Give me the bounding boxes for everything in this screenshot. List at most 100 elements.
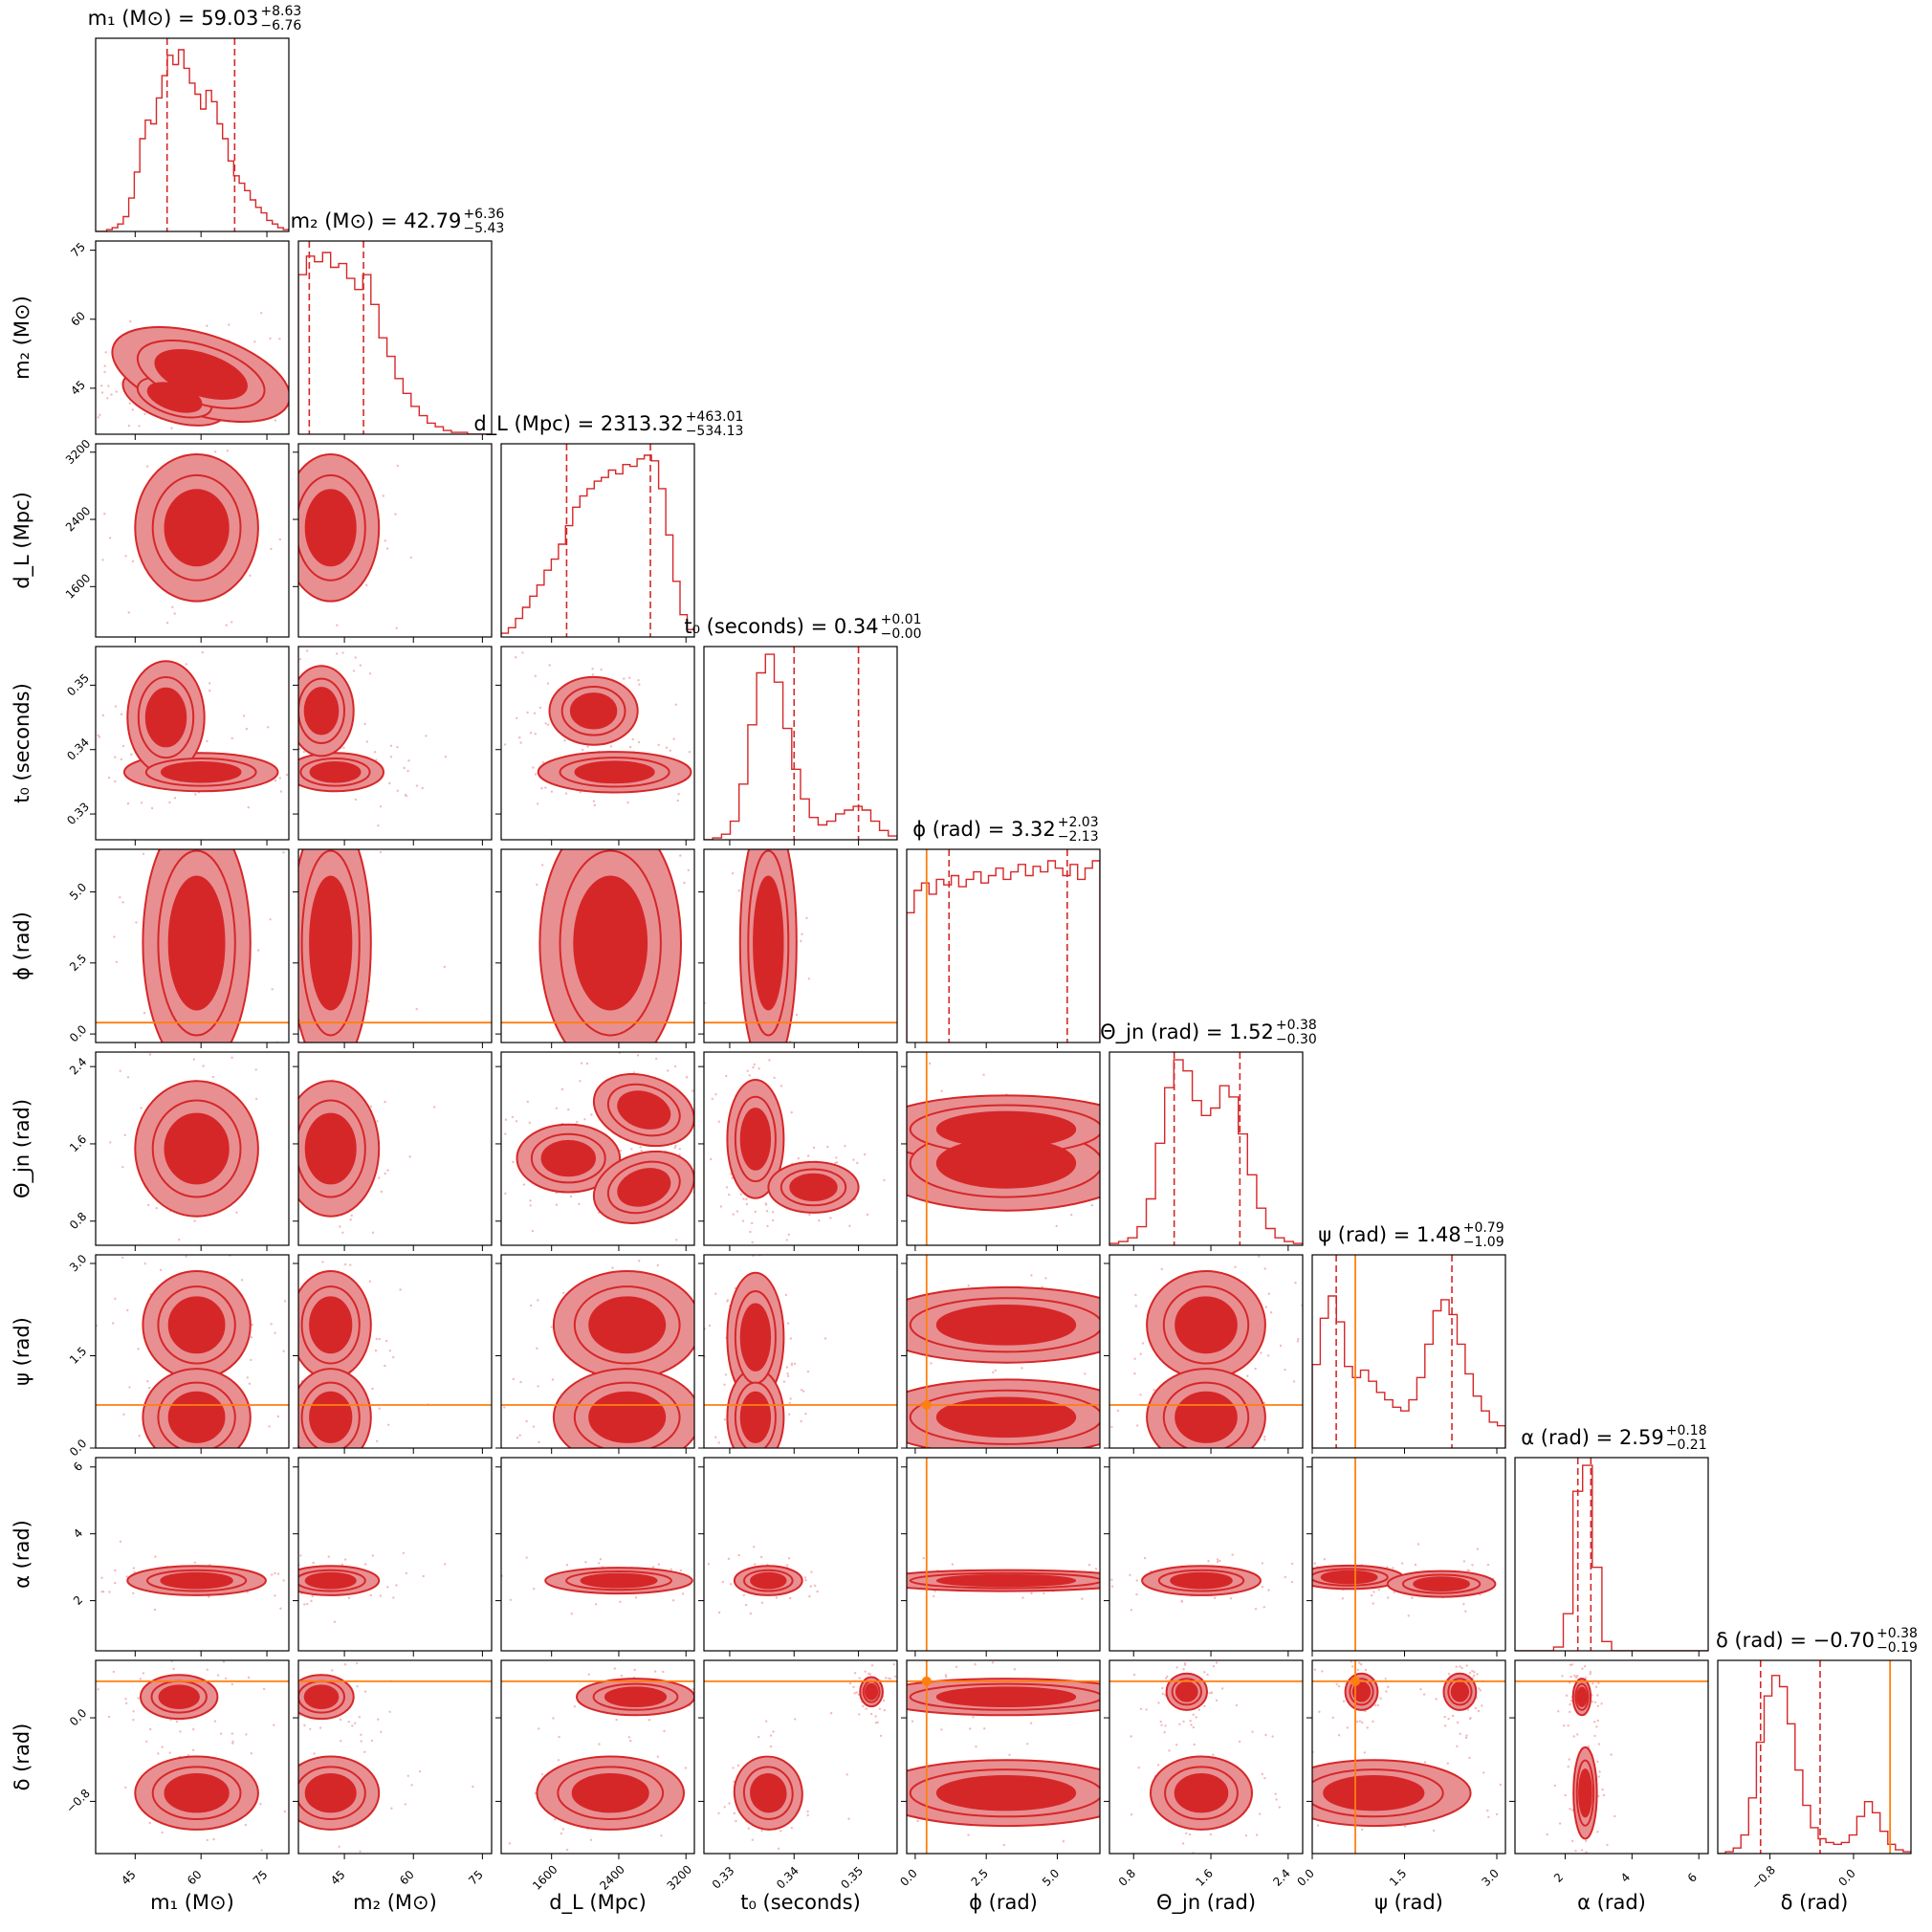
- contour-level-3: [617, 1168, 671, 1207]
- hist-panel-m1: [96, 38, 289, 231]
- contour-level-3: [750, 1773, 787, 1813]
- panel-frame: [906, 848, 1101, 1043]
- panel-alpha-vs-m1: [100, 1540, 285, 1612]
- contour-level-3: [935, 1305, 1077, 1346]
- panel-t0-vs-m2: [298, 649, 448, 827]
- panel-frame: [1514, 1659, 1709, 1855]
- contour-level-3: [1450, 1681, 1470, 1702]
- panel-frame: [297, 1457, 493, 1652]
- y-axis-label-alpha: α (rad): [11, 1520, 33, 1589]
- panel-frame: [500, 1457, 695, 1652]
- contour-level-3: [604, 1686, 668, 1707]
- contour-level-3: [569, 692, 618, 730]
- y-axis-label-t0: t₀ (seconds): [11, 683, 33, 803]
- y-tick-label: 60: [68, 309, 88, 329]
- panel-frame: [1311, 1457, 1506, 1652]
- contour-level-3: [574, 760, 655, 784]
- contour-level-3: [1174, 1773, 1229, 1813]
- title-minus-thetajn: −0.30: [1276, 1032, 1317, 1047]
- panel-psi-vs-thetajn: [1109, 1255, 1303, 1448]
- y-axis-label-psi: ψ (rad): [11, 1317, 33, 1386]
- histogram-delta: [1718, 1675, 1911, 1854]
- title-plus-delta: +0.38: [1877, 1626, 1918, 1641]
- y-tick-label: 2.5: [67, 952, 89, 974]
- contour-level-3: [935, 1573, 1077, 1588]
- panel-psi-vs-phi: [907, 1255, 1100, 1448]
- x-tick-label: 2.4: [1270, 1866, 1292, 1888]
- title-minus-phi: −2.13: [1058, 829, 1099, 845]
- panel-phi-vs-dL: [501, 849, 694, 1043]
- title-plus-t0: +0.01: [881, 612, 922, 627]
- panel-frame: [906, 1254, 1101, 1449]
- contour-level-3: [1578, 1768, 1592, 1818]
- panel-phi-vs-m2: [298, 849, 492, 1043]
- histogram-alpha: [1515, 1464, 1708, 1651]
- x-tick-label: 75: [466, 1868, 486, 1888]
- y-tick-label: 3.0: [67, 1252, 89, 1274]
- panel-frame: [297, 1659, 493, 1855]
- contour-level-3: [303, 687, 340, 735]
- x-axis-label-phi: ϕ (rad): [969, 1891, 1038, 1914]
- x-tick-label: 0.33: [710, 1864, 737, 1892]
- y-tick-label: 0.0: [67, 1022, 89, 1044]
- contour-level-3: [739, 1303, 772, 1372]
- panel-frame: [95, 1254, 290, 1449]
- x-axis-label-thetajn: Θ_jn (rad): [1156, 1891, 1256, 1915]
- panel-alpha-vs-psi: [1312, 1458, 1505, 1651]
- panel-frame: [1311, 1254, 1506, 1449]
- panel-delta-vs-alpha: [1515, 1660, 1708, 1854]
- x-axis-label-t0: t₀ (seconds): [740, 1891, 861, 1914]
- y-tick-label: 3200: [63, 437, 93, 467]
- contour-level-3: [617, 1090, 671, 1130]
- title-minus-t0: −0.00: [881, 626, 922, 642]
- histogram-m2: [298, 252, 492, 434]
- y-axis-label-delta: δ (rad): [11, 1723, 33, 1791]
- panel-dL-vs-m1: [101, 450, 281, 626]
- panel-thetajn-vs-m2: [298, 1079, 436, 1235]
- y-tick-label: −0.8: [63, 1787, 93, 1816]
- x-tick-label: 0.8: [1116, 1866, 1138, 1888]
- x-tick-label: 75: [251, 1868, 271, 1888]
- hist-panel-phi: [907, 849, 1100, 1043]
- y-axis-label-thetajn: Θ_jn (rad): [11, 1099, 34, 1198]
- title-minus-m2: −5.43: [463, 221, 504, 236]
- x-tick-label: 45: [328, 1868, 348, 1888]
- panel-frame: [95, 37, 290, 232]
- title-phi: ϕ (rad) = 3.32: [912, 818, 1055, 841]
- panel-frame: [500, 1051, 695, 1246]
- panel-frame: [906, 1659, 1101, 1855]
- panel-frame: [95, 1659, 290, 1855]
- x-tick-label: 60: [185, 1868, 205, 1888]
- contour-level-3: [789, 1173, 838, 1202]
- y-axis-label-dL: d_L (Mpc): [11, 492, 34, 589]
- panel-delta-vs-dL: [501, 1667, 694, 1852]
- panel-frame: [703, 1254, 898, 1449]
- panel-psi-vs-dL: [501, 1255, 694, 1448]
- panel-phi-vs-t0: [704, 849, 897, 1043]
- y-axis-label-m2: m₂ (M⊙): [11, 296, 33, 380]
- contour-level-3: [164, 1773, 230, 1813]
- contour-level-3: [167, 1296, 226, 1354]
- title-plus-alpha: +0.18: [1666, 1423, 1707, 1438]
- x-tick-label: 0.0: [1294, 1866, 1316, 1888]
- x-tick-label: 1.5: [1387, 1866, 1409, 1888]
- contour-level-3: [1351, 1681, 1372, 1702]
- x-tick-label: 2: [1551, 1871, 1566, 1885]
- panel-frame: [1311, 1659, 1506, 1855]
- title-plus-thetajn: +0.38: [1276, 1018, 1317, 1033]
- contour-level-3: [580, 1572, 658, 1589]
- title-minus-alpha: −0.21: [1666, 1438, 1707, 1453]
- contour-level-3: [304, 1112, 357, 1185]
- contour-level-3: [167, 1391, 226, 1443]
- panel-alpha-vs-phi: [907, 1458, 1100, 1651]
- histogram-dL: [501, 454, 694, 637]
- y-tick-label: 1600: [63, 571, 93, 601]
- x-tick-label: 60: [397, 1868, 417, 1888]
- y-tick-label: 6: [71, 1460, 85, 1474]
- panel-delta-vs-m1: [96, 1660, 289, 1852]
- contour-level-3: [309, 1296, 353, 1354]
- x-axis-label-psi: ψ (rad): [1374, 1891, 1443, 1914]
- x-tick-label: 6: [1685, 1871, 1700, 1885]
- truth-point: [921, 1399, 932, 1410]
